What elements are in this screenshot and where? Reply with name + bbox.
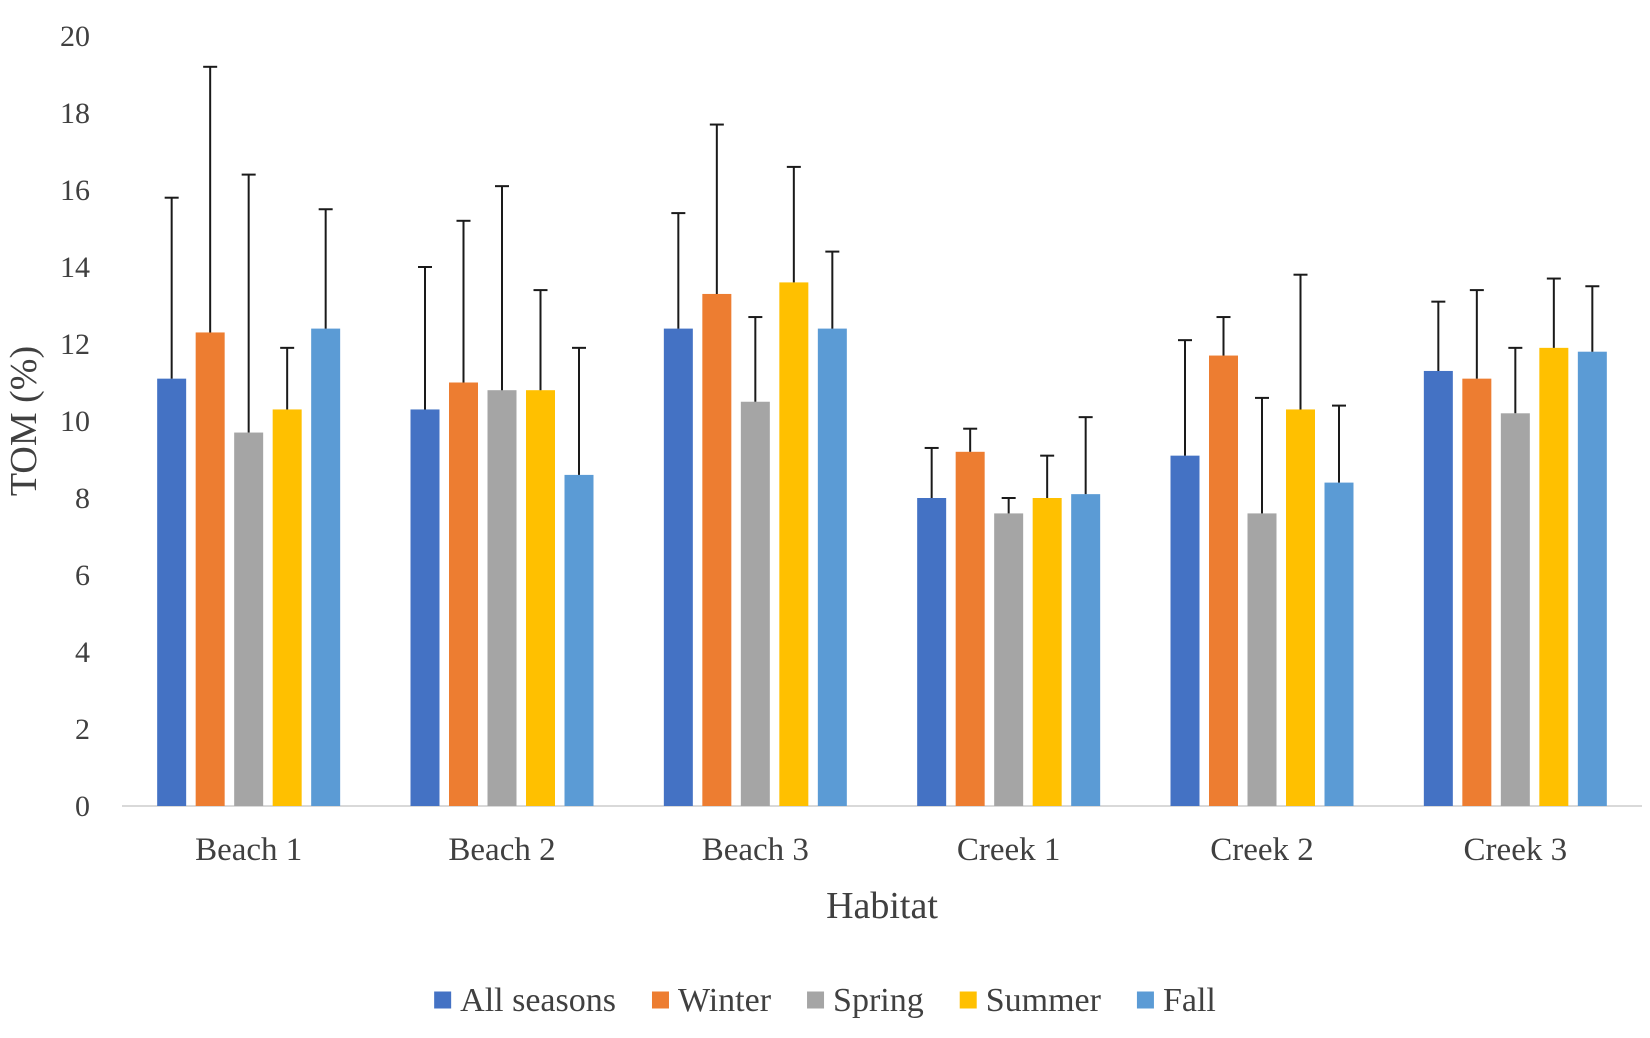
bar-beach-3-winter (702, 293, 732, 806)
y-axis-title: TOM (%) (3, 346, 45, 496)
legend-label-all-seasons: All seasons (460, 982, 616, 1019)
bar-creek-3-winter (1462, 378, 1492, 806)
x-axis-category-labels: Beach 1 Beach 2 Beach 3 Creek 1 Creek 2 Creek… (195, 832, 1567, 868)
bar-creek-1-summer (1032, 498, 1062, 806)
legend-label-winter: Winter (678, 982, 772, 1019)
y-axis-ticks: 0 2 4 6 8 10 12 14 16 18 20 (60, 20, 90, 823)
bar-beach-3-spring (740, 401, 770, 806)
y-tick-label: 2 (75, 713, 90, 746)
x-category-label: Beach 1 (195, 832, 302, 868)
bar-creek-1-winter (955, 451, 985, 806)
bar-creek-1-spring (994, 513, 1024, 806)
x-axis-title: Habitat (826, 885, 938, 927)
bar-creek-2-spring (1247, 513, 1277, 806)
bar-creek-2-winter (1209, 355, 1238, 806)
y-tick-label: 10 (60, 405, 90, 438)
legend-label-spring: Spring (833, 982, 924, 1019)
bar-beach-3-fall (817, 328, 847, 806)
bar-creek-2-all-seasons (1170, 455, 1200, 806)
y-tick-label: 18 (60, 97, 90, 130)
bar-creek-1-fall (1071, 494, 1101, 806)
x-category-label: Creek 3 (1464, 832, 1568, 868)
bar-creek-2-fall (1324, 482, 1354, 806)
x-category-label: Beach 2 (448, 832, 555, 868)
legend-swatch-all-seasons (434, 991, 452, 1009)
bar-beach-1-fall (311, 328, 341, 806)
y-tick-label: 14 (60, 251, 90, 284)
bar-beach-1-winter (195, 332, 225, 806)
y-tick-label: 0 (75, 790, 90, 823)
bar-beach-1-all-seasons (157, 378, 187, 806)
bar-creek-3-summer (1539, 347, 1569, 806)
legend-swatch-spring (807, 991, 825, 1009)
y-tick-label: 8 (75, 482, 90, 515)
bar-creek-3-all-seasons (1423, 370, 1453, 806)
bar-beach-1-spring (234, 432, 264, 806)
bar-beach-2-all-seasons (410, 409, 440, 806)
y-tick-label: 16 (60, 174, 90, 207)
bar-beach-2-summer (526, 390, 555, 806)
y-tick-label: 4 (75, 636, 90, 669)
y-tick-label: 12 (60, 328, 90, 361)
bar-beach-1-summer (272, 409, 302, 806)
bar-beach-2-winter (449, 382, 478, 806)
bar-creek-1-all-seasons (917, 498, 947, 806)
legend-label-summer: Summer (986, 982, 1102, 1019)
bars (157, 282, 1607, 806)
bar-creek-3-fall (1577, 351, 1607, 806)
bar-creek-3-spring (1500, 413, 1530, 806)
bar-beach-2-spring (487, 390, 517, 806)
bar-beach-3-all-seasons (663, 328, 693, 806)
y-tick-label: 6 (75, 559, 90, 592)
x-category-label: Creek 2 (1210, 832, 1314, 868)
x-category-label: Beach 3 (702, 832, 809, 868)
error-bars (164, 65, 1600, 514)
bar-beach-3-summer (779, 282, 809, 806)
legend-label-fall: Fall (1163, 982, 1216, 1019)
legend: All seasons Winter Spring Summer Fall (434, 982, 1216, 1019)
bar-beach-2-fall (564, 474, 594, 806)
legend-swatch-summer (959, 991, 977, 1009)
bar-creek-2-summer (1286, 409, 1315, 806)
x-category-label: Creek 1 (957, 832, 1061, 868)
legend-swatch-fall (1136, 991, 1154, 1009)
legend-swatch-winter (651, 991, 669, 1009)
y-tick-label: 20 (60, 20, 90, 53)
